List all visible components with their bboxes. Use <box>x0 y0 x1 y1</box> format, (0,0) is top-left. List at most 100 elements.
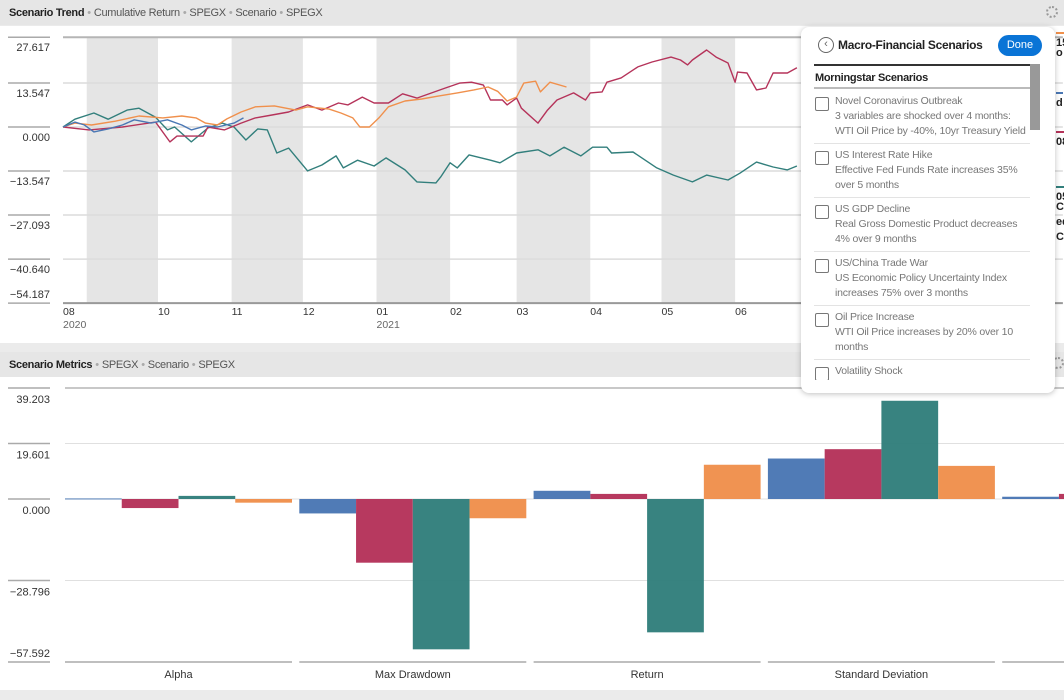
scenario-title: Oil Price Increase <box>835 311 915 323</box>
bar-1-3 <box>469 499 527 519</box>
y-tick-label: −54.187 <box>10 289 50 301</box>
scenario-item[interactable]: US Interest Rate Hike Effective Fed Funds… <box>814 144 1030 198</box>
bar-2-0 <box>533 490 591 499</box>
bar-3-0 <box>767 458 825 499</box>
scenario-item[interactable]: Oil Price Increase WTI Oil Price increase… <box>814 306 1030 360</box>
bar-2-1 <box>590 493 648 499</box>
bar-0-1 <box>121 499 179 509</box>
scrollbar[interactable] <box>1030 64 1040 130</box>
bar-0-3 <box>235 499 292 503</box>
y-tick-label: −27.093 <box>10 220 50 232</box>
scenario-description: WTI Oil Price increases by 20% over 10 m… <box>835 326 1013 353</box>
legend-entry-fragment: 08 <box>1056 131 1064 148</box>
legend-entry-fragment: o <box>1056 47 1063 59</box>
y-tick-label: −40.640 <box>10 264 50 276</box>
x-tick-label: 03 <box>517 306 529 318</box>
scenario-checkbox[interactable] <box>815 97 829 111</box>
series-line-0 <box>62 107 798 184</box>
category-label: Return <box>631 669 664 681</box>
x-tick-label: 12 <box>303 306 315 318</box>
crumb: Cumulative Return <box>93 7 180 19</box>
macro-financial-scenarios-popup: ‹ Macro-Financial Scenarios Done Morning… <box>801 27 1055 393</box>
scenario-metrics-title: Scenario Metrics <box>9 359 93 371</box>
legend-entry-fragment: eq <box>1056 216 1064 228</box>
gear-icon[interactable] <box>1046 6 1058 18</box>
scenario-item[interactable]: US GDP Decline Real Gross Domestic Produc… <box>814 198 1030 252</box>
bar-0-2 <box>178 495 236 499</box>
y-tick-label: 0.000 <box>22 505 50 517</box>
x-tick-label: 06 <box>735 306 747 318</box>
y-tick-label: 0.000 <box>22 132 50 144</box>
x-tick-label: 05 <box>662 306 674 318</box>
scenario-description: 3 variables are shocked over 4 months: W… <box>835 110 1026 137</box>
bar-3-1 <box>824 449 882 499</box>
scenario-list: Novel Coronavirus Outbreak 3 variables ar… <box>814 90 1030 380</box>
y-tick-label: −13.547 <box>10 176 50 188</box>
scenario-item[interactable]: Novel Coronavirus Outbreak 3 variables ar… <box>814 90 1030 144</box>
back-chevron-icon[interactable]: ‹ <box>818 37 834 53</box>
crumb: SPEGX <box>198 359 235 371</box>
legend-entry-fragment: Cr <box>1056 231 1064 243</box>
scenario-description: Effective Fed Funds Rate increases 35% o… <box>835 164 1018 191</box>
category-label: Max Drawdown <box>375 669 451 681</box>
scenario-title: US GDP Decline <box>835 203 911 215</box>
legend-entry-fragment: 05 <box>1056 186 1064 203</box>
legend-entry-fragment: d <box>1056 92 1063 109</box>
x-tick-label: 01 <box>377 306 389 318</box>
y-tick-label: 39.203 <box>16 394 50 406</box>
category-label: Standard Deviation <box>835 669 929 681</box>
y-tick-label: 19.601 <box>16 450 50 462</box>
bar-3-2 <box>881 400 939 499</box>
scenario-checkbox[interactable] <box>815 205 829 219</box>
crumb: SPEGX <box>285 7 323 19</box>
scenario-checkbox[interactable] <box>815 151 829 165</box>
done-button[interactable]: Done <box>998 35 1042 56</box>
bar-1-1 <box>356 499 413 563</box>
scenario-checkbox[interactable] <box>815 367 829 380</box>
scenario-item[interactable]: Volatility Shock <box>814 360 1030 380</box>
legend-fragments: 15o d 08 05Ceq Cr <box>1056 26 1064 256</box>
x-tick-label: 02 <box>450 306 462 318</box>
y-tick-label: 27.617 <box>16 42 50 54</box>
series-line-1 <box>62 49 798 143</box>
x-tick-year: 2021 <box>377 319 401 331</box>
series-line-2 <box>62 80 567 128</box>
bar-1-0 <box>299 499 357 514</box>
bar-2-2 <box>647 499 704 633</box>
scenario-title: Novel Coronavirus Outbreak <box>835 95 963 107</box>
bar-3-3 <box>938 465 995 499</box>
y-tick-label: −57.592 <box>10 648 50 660</box>
scenario-title: Volatility Shock <box>835 365 903 377</box>
scenario-title: US Interest Rate Hike <box>835 149 933 161</box>
x-tick-label: 11 <box>232 306 243 318</box>
crumb: Scenario <box>235 7 277 19</box>
bar-4-0 <box>1002 496 1059 499</box>
scenario-title: US/China Trade War <box>835 257 928 269</box>
bar-4-1 <box>1058 493 1064 499</box>
crumb: Scenario <box>147 359 189 371</box>
x-tick-label: 10 <box>158 306 170 318</box>
scenario-checkbox[interactable] <box>815 259 829 273</box>
y-tick-label: 13.547 <box>16 88 50 100</box>
crumb: SPEGX <box>101 359 139 371</box>
scenario-trend-header: Scenario Trend • Cumulative Return • SPEGX • S… <box>0 0 1064 25</box>
x-tick-year: 2020 <box>63 319 87 331</box>
bar-1-2 <box>412 499 470 650</box>
bar-0-0 <box>65 498 122 500</box>
legend-entry-fragment: C <box>1056 201 1064 213</box>
y-tick-label: −28.796 <box>10 587 50 599</box>
scenario-checkbox[interactable] <box>815 313 829 327</box>
x-tick-label: 08 <box>63 306 75 318</box>
scenario-description: Real Gross Domestic Product decreases 4%… <box>835 218 1018 245</box>
crumb: SPEGX <box>189 7 226 19</box>
popup-title: Macro-Financial Scenarios <box>838 38 983 52</box>
section-header: Morningstar Scenarios <box>814 64 1030 89</box>
scenario-item[interactable]: US/China Trade War US Economic Policy Unc… <box>814 252 1030 306</box>
series-line-3 <box>62 117 244 133</box>
scenario-trend-title: Scenario Trend <box>9 7 85 19</box>
bar-2-3 <box>703 464 761 499</box>
scenario-description: US Economic Policy Uncertainty Index inc… <box>835 272 1007 299</box>
category-label: Alpha <box>164 669 193 681</box>
legend-entry-fragment: 15 <box>1056 32 1064 49</box>
